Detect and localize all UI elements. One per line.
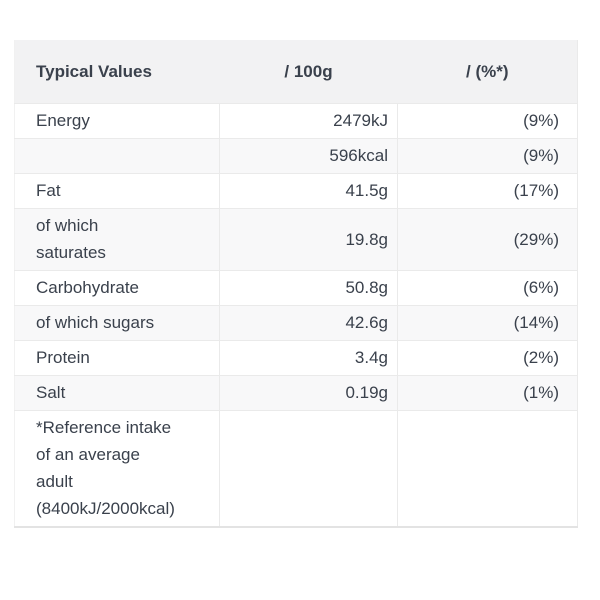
percent-value: (14%): [397, 305, 578, 341]
table-row-saturates: of which saturates 19.8g (29%): [14, 208, 578, 271]
table-row-sugars: of which sugars 42.6g (14%): [14, 305, 578, 341]
per-100g-value: 3.4g: [219, 340, 398, 376]
percent-value: (6%): [397, 270, 578, 306]
per-100g-value: 19.8g: [219, 208, 398, 271]
table-row-carbohydrate: Carbohydrate 50.8g (6%): [14, 270, 578, 306]
table-row-reference-intake: *Reference intake of an average adult (8…: [14, 410, 578, 527]
per-100g-value: 41.5g: [219, 173, 398, 209]
percent-value: (17%): [397, 173, 578, 209]
per-100g-value: 0.19g: [219, 375, 398, 411]
nutrient-label: Fat: [14, 173, 220, 209]
per-100g-value: [219, 410, 398, 527]
nutrient-label: of which saturates: [14, 208, 220, 271]
percent-value: [397, 410, 578, 527]
col-header-typical-values: Typical Values: [14, 40, 220, 104]
col-header-percent: / (%*): [397, 40, 578, 104]
nutrient-label: of which sugars: [14, 305, 220, 341]
percent-value: (9%): [397, 103, 578, 139]
reference-intake-note: *Reference intake of an average adult (8…: [14, 410, 220, 527]
per-100g-value: 2479kJ: [219, 103, 398, 139]
table-row-protein: Protein 3.4g (2%): [14, 340, 578, 376]
percent-value: (29%): [397, 208, 578, 271]
nutrition-table-header: Typical Values / 100g / (%*): [14, 40, 578, 104]
table-row-fat: Fat 41.5g (17%): [14, 173, 578, 209]
nutrient-label: Salt: [14, 375, 220, 411]
col-header-per-100g: / 100g: [219, 40, 398, 104]
table-row-salt: Salt 0.19g (1%): [14, 375, 578, 411]
nutrient-label: Carbohydrate: [14, 270, 220, 306]
table-row-energy-kcal: 596kcal (9%): [14, 138, 578, 174]
nutrition-table: Typical Values / 100g / (%*) Energy 2479…: [14, 40, 578, 528]
percent-value: (2%): [397, 340, 578, 376]
per-100g-value: 50.8g: [219, 270, 398, 306]
nutrient-label: Protein: [14, 340, 220, 376]
percent-value: (1%): [397, 375, 578, 411]
header-row: Typical Values / 100g / (%*): [14, 40, 578, 104]
per-100g-value: 42.6g: [219, 305, 398, 341]
table-row-energy: Energy 2479kJ (9%): [14, 103, 578, 139]
nutrition-table-body: Energy 2479kJ (9%) 596kcal (9%) Fat 41.5…: [14, 103, 578, 527]
nutrient-label: [14, 138, 220, 174]
percent-value: (9%): [397, 138, 578, 174]
page-content: Typical Values / 100g / (%*) Energy 2479…: [14, 40, 578, 528]
nutrient-label: Energy: [14, 103, 220, 139]
per-100g-value: 596kcal: [219, 138, 398, 174]
